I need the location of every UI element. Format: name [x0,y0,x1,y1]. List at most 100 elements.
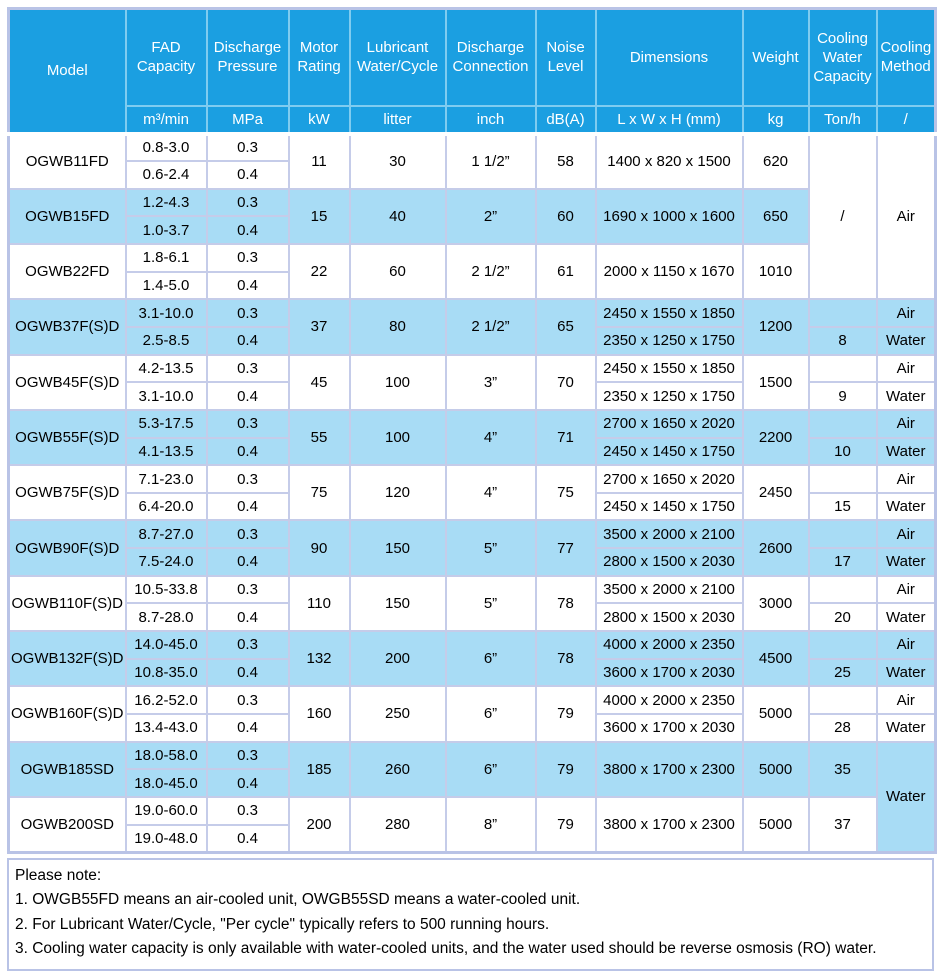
fad-capacity-cell: 3.1-10.0 [124,298,208,328]
lubricant-water-cell: 40 [348,187,447,246]
model-cell: OGWB110F(S)D [7,574,127,633]
spec-row-ogwb90f-s-d-b: 7.5-24.0 0.4 2800 x 1500 x 2030 17 Water [9,547,937,577]
cooling-method-cell: Air [875,298,937,328]
lubricant-water-cell: 250 [348,685,447,743]
fad-capacity-cell: 7.5-24.0 [124,547,208,577]
fad-capacity-cell: 7.1-23.0 [124,464,208,494]
unit-cell-dimensions: L x W x H (mm) [594,104,744,136]
cooling-method-cell: Water [875,740,937,854]
dimensions-cell: 2700 x 1650 x 2020 [594,408,744,439]
cooling-method-cell: Water [875,712,937,743]
dimensions-cell: 2800 x 1500 x 2030 [594,602,744,633]
weight-cell: 5000 [741,685,810,743]
cooling-capacity-cell [807,298,878,328]
cooling-method-cell: Air [875,685,937,715]
cooling-capacity-cell: 15 [807,491,878,522]
model-cell: OGWB22FD [7,243,127,301]
header-units-row: m³/min MPa kW litter inch dB(A) L x W x H (mm)… [9,104,937,136]
discharge-pressure-cell: 0.3 [205,574,290,605]
cooling-capacity-cell [807,574,878,605]
discharge-pressure-cell: 0.4 [205,215,290,246]
col-header-cooling-method: Cooling Method [875,7,937,107]
col-header-discharge-pressure: Discharge Pressure [205,7,290,107]
cooling-capacity-cell [807,408,878,439]
discharge-pressure-cell: 0.3 [205,685,290,715]
dimensions-cell: 4000 x 2000 x 2350 [594,685,744,715]
discharge-pressure-cell: 0.4 [205,768,290,798]
cooling-method-cell: Air [875,519,937,550]
fad-capacity-cell: 19.0-60.0 [124,795,208,826]
spec-row-ogwb160f-s-d-b: 13.4-43.0 0.4 3600 x 1700 x 2030 28 Water [9,712,937,743]
discharge-connection-cell: 6” [444,630,537,688]
fad-capacity-cell: 1.4-5.0 [124,270,208,301]
discharge-pressure-cell: 0.3 [205,243,290,273]
cooling-method-cell: Water [875,381,937,411]
cooling-capacity-cell: 17 [807,547,878,577]
lubricant-water-cell: 100 [348,353,447,411]
cooling-method-cell: Air [875,574,937,605]
model-cell: OGWB15FD [7,187,127,246]
model-cell: OGWB37F(S)D [7,298,127,356]
cooling-capacity-cell: 35 [807,740,878,798]
discharge-pressure-cell: 0.4 [205,160,290,190]
cooling-method-cell: Water [875,602,937,633]
fad-capacity-cell: 18.0-45.0 [124,768,208,798]
dimensions-cell: 2450 x 1450 x 1750 [594,436,744,467]
dimensions-cell: 3600 x 1700 x 2030 [594,657,744,688]
fad-capacity-cell: 3.1-10.0 [124,381,208,411]
notes-box: Please note: 1. OWGB55FD means an air-co… [7,857,934,971]
motor-rating-cell: 200 [287,795,351,854]
col-header-cooling-water-capacity: Cooling Water Capacity [807,7,878,107]
spec-row-ogwb15fd-b: 1.0-3.7 0.4 [9,215,936,246]
col-header-dimensions: Dimensions [594,7,744,107]
unit-cell-cooling-method: / [875,104,937,136]
discharge-pressure-cell: 0.4 [205,657,290,688]
spec-row-ogwb185sd-b: 18.0-45.0 0.4 [9,768,936,798]
noise-level-cell: 78 [534,630,597,688]
model-cell: OGWB11FD [7,132,127,190]
cooling-method-cell: Air [875,132,937,301]
dimensions-cell: 3500 x 2000 x 2100 [594,519,744,550]
col-header-motor-rating: Motor Rating [287,7,351,107]
col-header-discharge-connection: Discharge Connection [444,7,537,107]
lubricant-water-cell: 30 [348,132,447,190]
model-cell: OGWB45F(S)D [7,353,127,411]
spec-row-ogwb37f-s-d-b: 2.5-8.5 0.4 2350 x 1250 x 1750 8 Water [9,325,937,356]
motor-rating-cell: 185 [287,740,351,798]
discharge-pressure-cell: 0.3 [205,519,290,550]
spec-row-ogwb132f-s-d-b: 10.8-35.0 0.4 3600 x 1700 x 2030 25 Water [9,657,937,688]
cooling-method-cell: Air [875,630,937,660]
dimensions-cell: 3800 x 1700 x 2300 [594,795,744,854]
fad-capacity-cell: 6.4-20.0 [124,491,208,522]
model-cell: OGWB90F(S)D [7,519,127,577]
model-cell: OGWB160F(S)D [7,685,127,743]
cooling-method-cell: Water [875,491,937,522]
spec-row-ogwb22fd: OGWB22FD 1.8-6.1 0.3 22 60 2 1/2” 61 2000 x 115… [7,243,936,301]
discharge-connection-cell: 5” [444,519,537,577]
dimensions-cell: 1400 x 820 x 1500 [594,132,744,190]
motor-rating-cell: 75 [287,464,351,522]
fad-capacity-cell: 8.7-27.0 [124,519,208,550]
weight-cell: 2200 [741,408,810,467]
fad-capacity-cell: 16.2-52.0 [124,685,208,715]
cooling-capacity-cell [807,630,878,660]
discharge-pressure-cell: 0.3 [205,740,290,771]
notes-title: Please note: [15,866,102,884]
discharge-pressure-cell: 0.4 [205,325,290,356]
spec-row-ogwb75f-s-d: OGWB75F(S)D 7.1-23.0 0.3 75 120 4” 75 2700 x 16… [7,464,937,522]
col-header-lubricant-water-cycle: Lubricant Water/Cycle [348,7,447,107]
motor-rating-cell: 132 [287,630,351,688]
spec-row-ogwb90f-s-d: OGWB90F(S)D 8.7-27.0 0.3 90 150 5” 77 3500 x 20… [7,519,937,577]
cooling-method-cell: Air [875,464,937,494]
dimensions-cell: 4000 x 2000 x 2350 [594,630,744,660]
discharge-connection-cell: 6” [444,740,537,798]
spec-row-ogwb45f-s-d-b: 3.1-10.0 0.4 2350 x 1250 x 1750 9 Water [9,381,937,411]
motor-rating-cell: 55 [287,408,351,467]
cooling-capacity-cell: 9 [807,381,878,411]
weight-cell: 4500 [741,630,810,688]
cooling-capacity-cell [807,464,878,494]
col-header-fad-capacity: FAD Capacity [124,7,208,107]
noise-level-cell: 70 [534,353,597,411]
discharge-pressure-cell: 0.3 [205,187,290,218]
